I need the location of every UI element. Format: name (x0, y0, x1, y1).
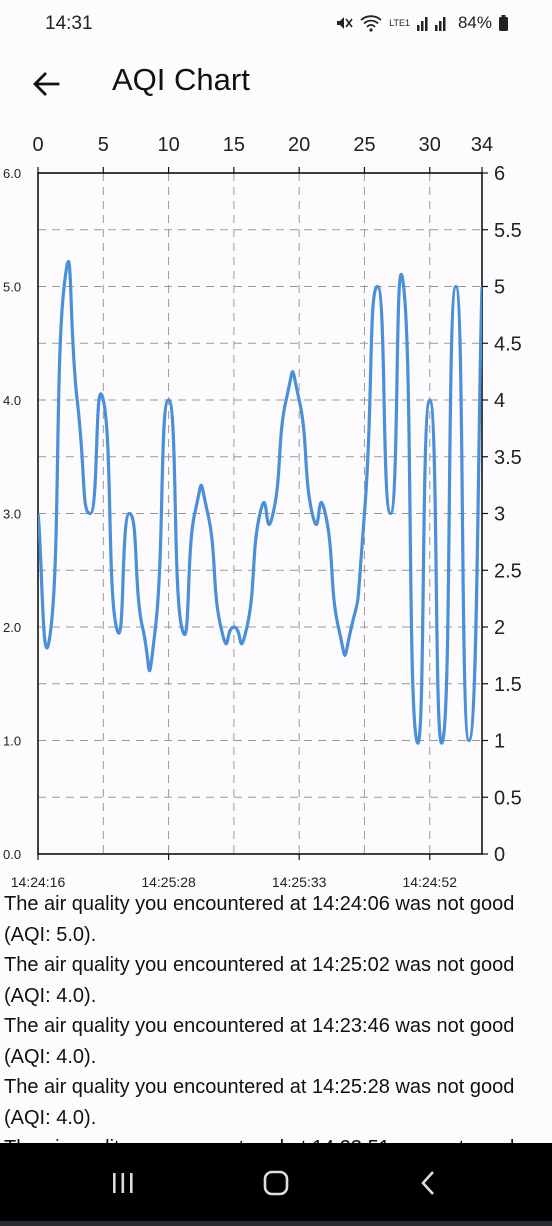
y-left-tick-label: 1.0 (3, 734, 21, 749)
page-title: AQI Chart (112, 62, 250, 97)
y-left-tick-label: 5.0 (3, 280, 21, 295)
app-screen: 14:31 LTE1 84% AQI Chart 0 5 10 15 (0, 0, 552, 1143)
wifi-icon (360, 14, 382, 32)
aqi-chart-svg: 0 5 10 15 20 25 30 340.01.02.03.04.05.06.000.51… (3, 134, 522, 890)
y-left-tick-label: 0.0 (3, 847, 21, 862)
aqi-message: The air quality you encountered at 14:23… (4, 1133, 544, 1143)
y-right-tick-label: 4.5 (494, 333, 522, 355)
y-right-tick-label: 0.5 (494, 787, 522, 809)
battery-percent: 84% (457, 13, 492, 32)
aqi-message: The air quality you encountered at 14:24… (4, 893, 515, 946)
y-left-tick-label: 4.0 (3, 393, 21, 408)
aqi-message: The air quality you encountered at 14:25… (4, 1076, 515, 1129)
y-right-tick-label: 3 (494, 504, 505, 526)
home-icon (263, 1170, 289, 1196)
x-bottom-time-label: 14:24:16 (11, 874, 66, 890)
y-right-tick-label: 5 (494, 277, 505, 299)
recents-icon (113, 1173, 133, 1193)
x-top-tick-label: 5 (98, 134, 109, 156)
y-right-tick-label: 3.5 (494, 447, 522, 469)
y-right-tick-label: 6 (494, 163, 505, 185)
x-top-tick-label: 20 (288, 134, 310, 156)
nav-back-icon (421, 1171, 434, 1195)
x-bottom-time-label: 14:25:28 (141, 874, 196, 890)
x-bottom-time-label: 14:24:52 (403, 874, 458, 890)
y-right-tick-label: 4 (494, 390, 505, 412)
status-time: 14:31 (45, 13, 93, 34)
message-list: The air quality you encountered at 14:24… (4, 889, 544, 1143)
system-back-button[interactable] (398, 1161, 458, 1205)
y-right-tick-label: 0 (494, 844, 505, 866)
x-top-tick-label: 10 (157, 134, 179, 156)
x-top-tick-label: 0 (32, 134, 43, 156)
aqi-message: The air quality you encountered at 14:23… (4, 1015, 515, 1068)
y-right-tick-label: 2 (494, 617, 505, 639)
x-top-tick-label: 30 (419, 134, 441, 156)
aqi-message: The air quality you encountered at 14:25… (4, 954, 515, 1007)
bottom-edge (0, 1221, 552, 1226)
x-top-tick-label: 25 (353, 134, 375, 156)
y-left-tick-label: 6.0 (3, 166, 21, 181)
app-bar: AQI Chart (0, 54, 552, 114)
home-button[interactable] (246, 1161, 306, 1205)
navigation-bar (0, 1143, 552, 1221)
x-top-tick-label: 34 (471, 134, 493, 156)
x-bottom-time-label: 14:25:33 (272, 874, 327, 890)
x-top-tick-label: 15 (223, 134, 245, 156)
y-right-tick-label: 1.5 (494, 674, 522, 696)
recents-button[interactable] (93, 1161, 153, 1205)
status-icons: LTE1 84% (335, 13, 508, 33)
y-right-tick-label: 2.5 (494, 560, 522, 582)
battery-icon (499, 15, 508, 31)
network-type-label: LTE1 (389, 17, 410, 28)
aqi-series-line (38, 259, 482, 745)
y-right-tick-label: 1 (494, 731, 505, 753)
arrow-left-icon (33, 72, 60, 96)
y-left-tick-label: 2.0 (3, 620, 21, 635)
aqi-chart: 0 5 10 15 20 25 30 34 0.0 1.0 2.0 3.0 4.0 5.0 6.0 0 0.5 1… (0, 126, 552, 896)
status-bar: 14:31 LTE1 84% (0, 0, 552, 50)
back-button[interactable] (22, 60, 70, 108)
y-right-tick-label: 5.5 (494, 220, 522, 242)
signal-icon (416, 15, 451, 31)
mute-icon (335, 14, 353, 32)
y-left-tick-label: 3.0 (3, 507, 21, 522)
